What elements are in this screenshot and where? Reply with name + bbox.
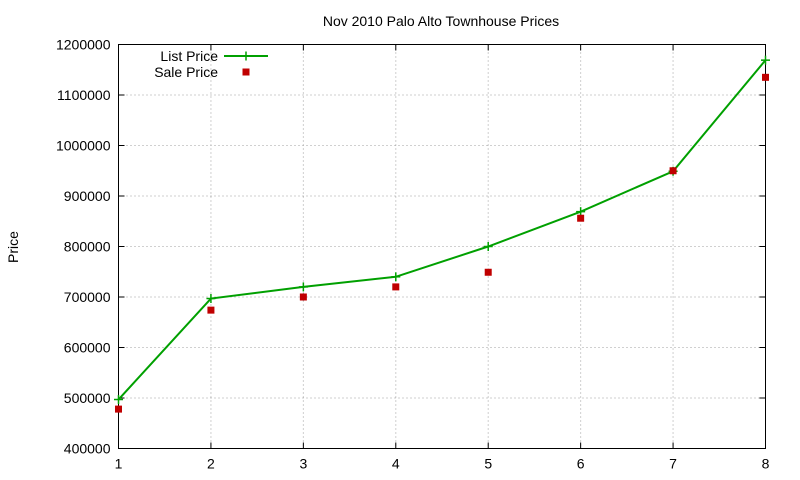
x-tick-label: 4 bbox=[392, 456, 400, 472]
data-point-plus bbox=[483, 242, 493, 251]
x-tick-label: 1 bbox=[115, 456, 123, 472]
series-line bbox=[117, 59, 767, 401]
y-axis-label: Price bbox=[5, 231, 21, 263]
y-tick-label: 500000 bbox=[64, 390, 111, 406]
y-tick-label: 400000 bbox=[64, 441, 111, 457]
x-tick-label: 2 bbox=[207, 456, 215, 472]
legend-label: List Price bbox=[160, 48, 218, 64]
x-tick-label: 6 bbox=[577, 456, 585, 472]
legend-plus-swatch bbox=[241, 51, 251, 61]
data-point-square bbox=[392, 283, 400, 291]
y-tick-label: 1000000 bbox=[56, 138, 111, 154]
data-point-plus bbox=[206, 294, 216, 304]
data-point-square bbox=[762, 73, 769, 81]
legend-label: Sale Price bbox=[154, 64, 218, 80]
chart-title: Nov 2010 Palo Alto Townhouse Prices bbox=[323, 13, 559, 29]
y-tick-label: 1200000 bbox=[56, 37, 111, 53]
data-point-plus bbox=[114, 395, 123, 405]
data-point-square bbox=[577, 214, 585, 222]
data-point-square bbox=[115, 405, 122, 413]
data-point-square bbox=[484, 268, 492, 276]
series-list-price bbox=[114, 55, 770, 405]
data-point-plus bbox=[761, 55, 770, 65]
y-tick-label: 600000 bbox=[64, 340, 111, 356]
y-tick-label: 800000 bbox=[64, 239, 111, 255]
x-tick-label: 3 bbox=[299, 456, 307, 472]
series-sale-price bbox=[115, 73, 769, 413]
y-tick-label: 1100000 bbox=[57, 87, 111, 103]
data-point-plus bbox=[576, 207, 586, 217]
data-point-plus bbox=[298, 282, 308, 292]
series-group bbox=[114, 55, 770, 413]
x-tick-label: 8 bbox=[762, 456, 770, 472]
axis-ticks: 400000 500000 600000 700000 800000 900000 1000… bbox=[56, 37, 770, 472]
x-tick-label: 7 bbox=[669, 456, 677, 472]
plot-frame bbox=[118, 44, 766, 449]
data-point-square bbox=[299, 293, 307, 301]
x-tick-label: 5 bbox=[484, 456, 492, 472]
legend-square-swatch bbox=[242, 68, 250, 76]
data-point-plus bbox=[391, 272, 401, 282]
grid bbox=[118, 44, 766, 449]
data-point-square bbox=[669, 167, 677, 175]
data-point-square bbox=[207, 306, 215, 314]
y-tick-label: 900000 bbox=[64, 188, 111, 204]
y-tick-label: 700000 bbox=[64, 289, 111, 305]
